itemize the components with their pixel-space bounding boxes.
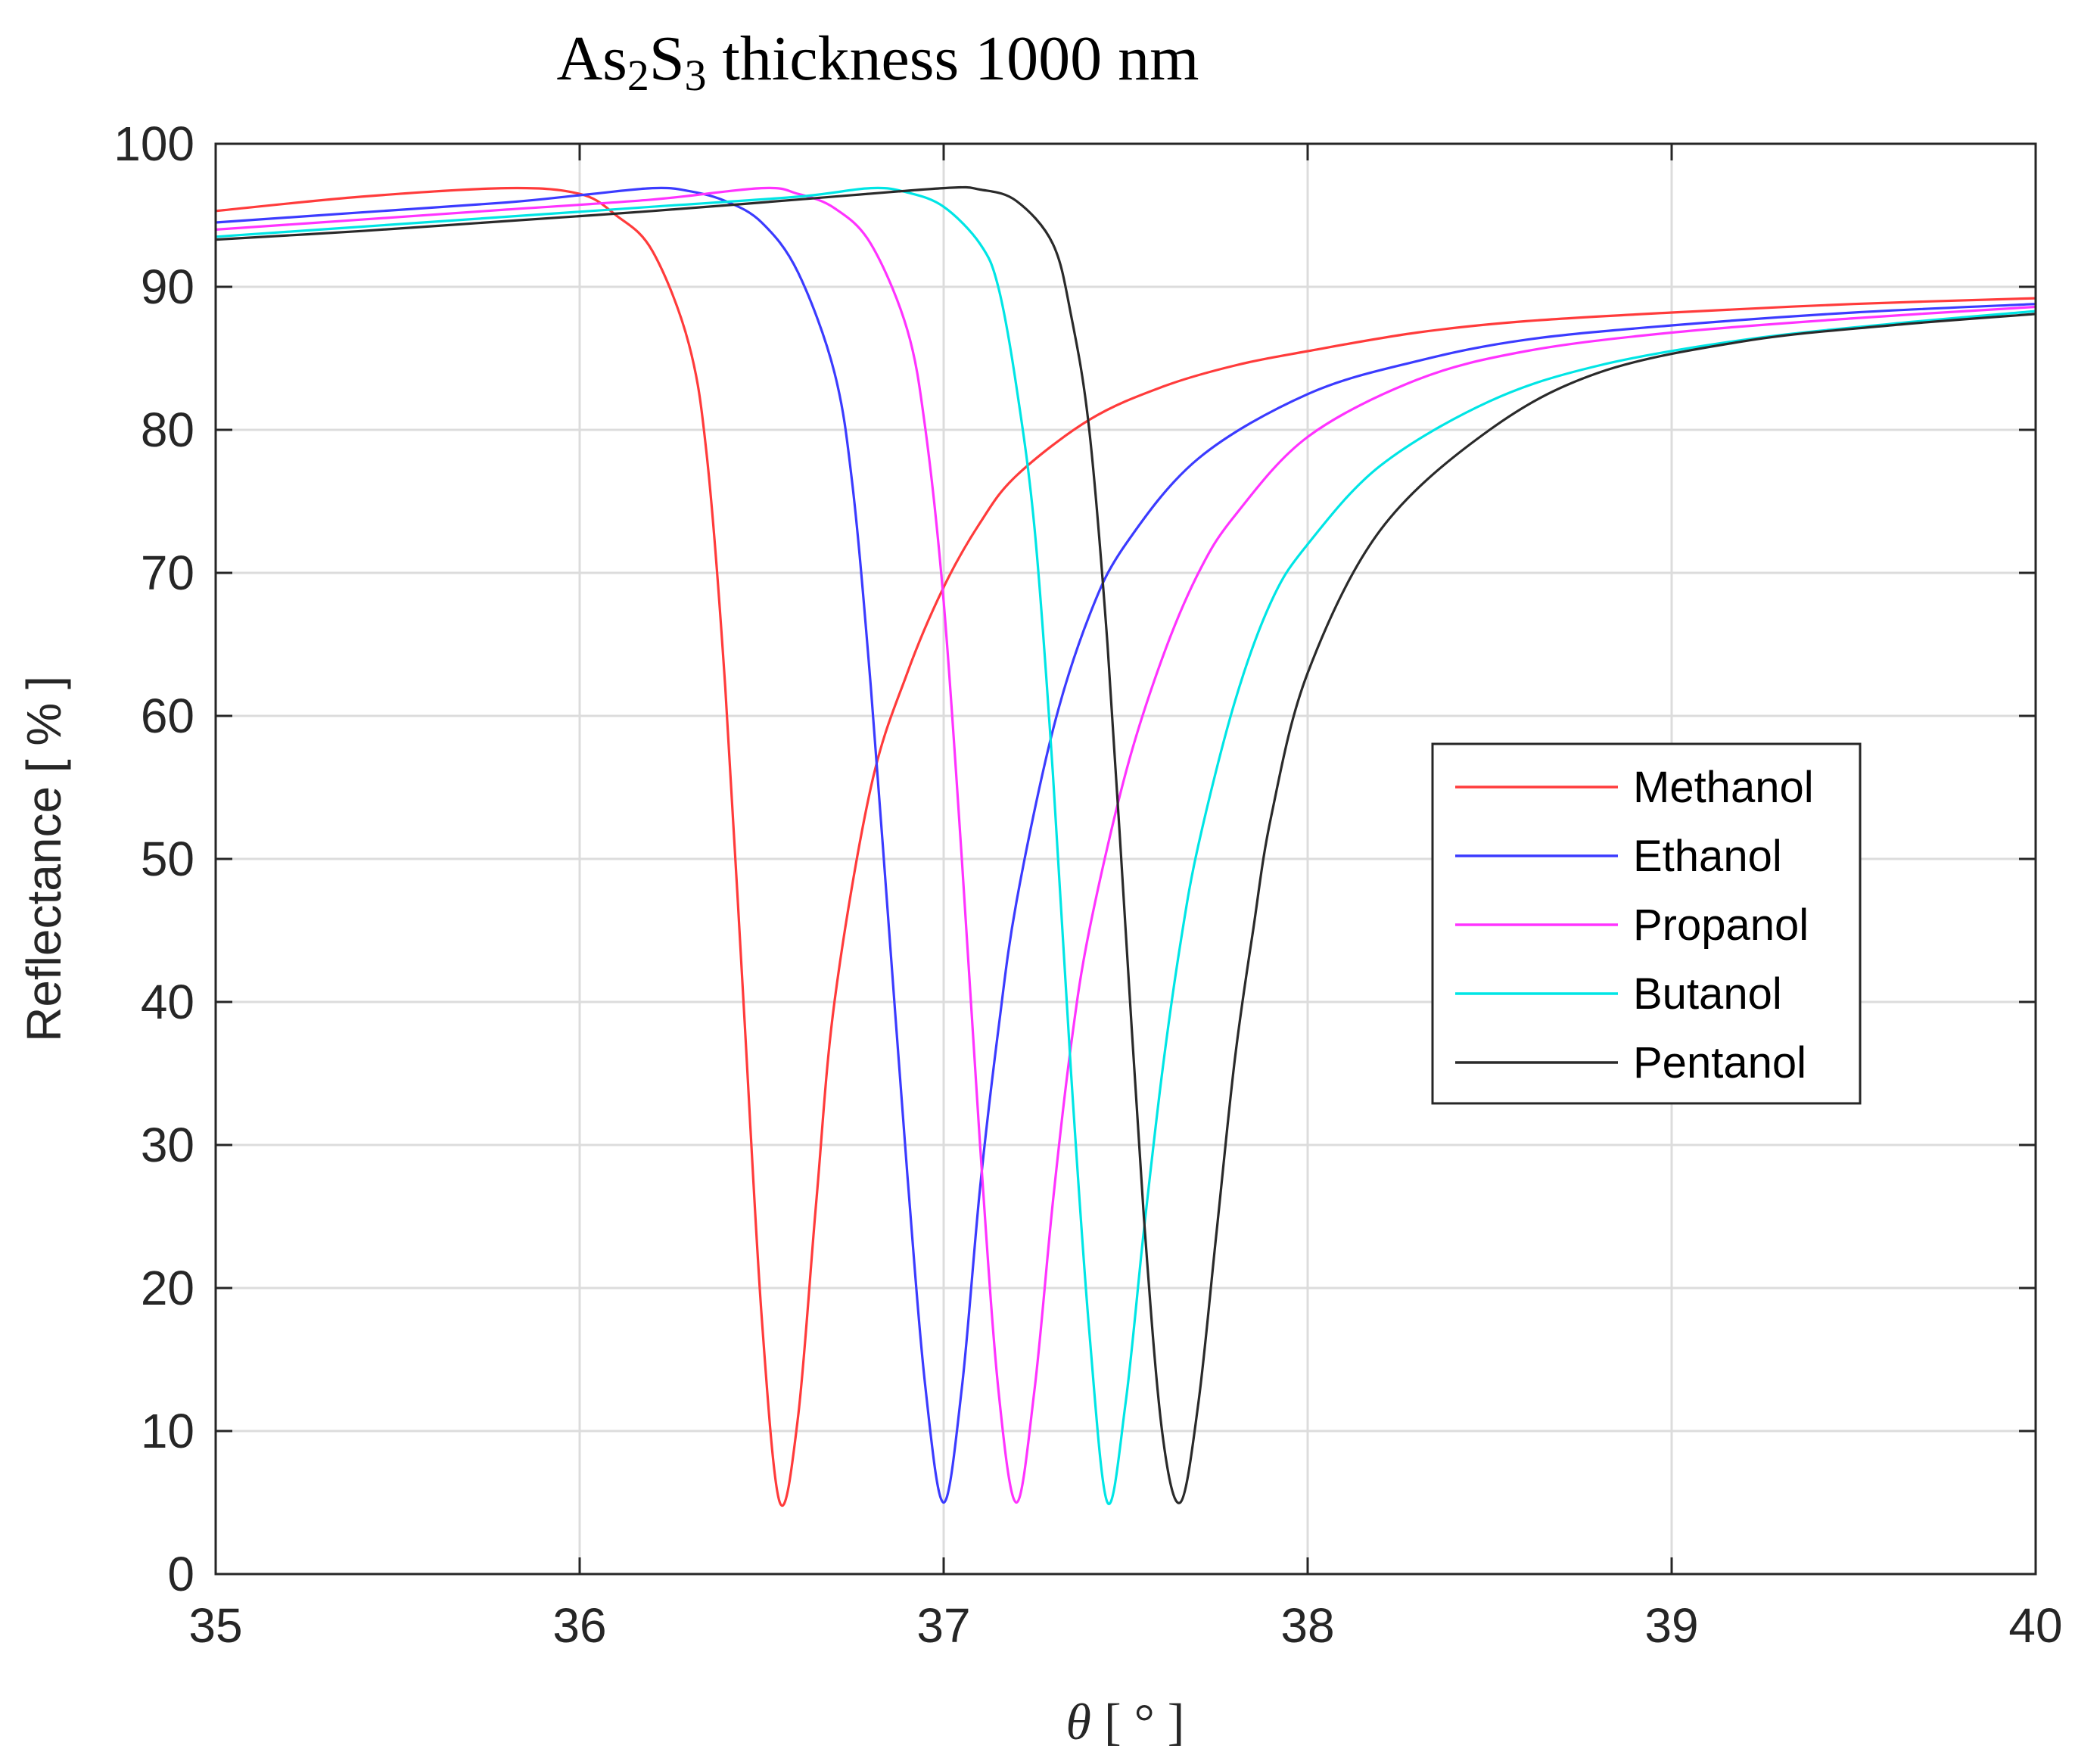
legend-label-propanol: Propanol [1633, 901, 1809, 950]
y-tick-label-100: 100 [114, 117, 194, 171]
legend-label-methanol: Methanol [1633, 763, 1814, 812]
series-line-methanol [216, 186, 2036, 1507]
y-tick-label-0: 0 [167, 1547, 194, 1601]
x-tick-label-39: 39 [1644, 1598, 1698, 1653]
legend-label-butanol: Butanol [1633, 969, 1782, 1019]
y-tick-label-20: 20 [141, 1261, 194, 1315]
x-tick-label-36: 36 [552, 1598, 606, 1653]
series-line-ethanol [216, 186, 2036, 1504]
y-tick-label-80: 80 [141, 403, 194, 457]
x-axis-symbol: θ [1066, 1693, 1091, 1750]
series-line-butanol [216, 186, 2036, 1505]
legend-label-ethanol: Ethanol [1633, 832, 1782, 881]
title-sub2: 3 [685, 51, 707, 100]
x-axis-unit: [ ° ] [1091, 1693, 1184, 1750]
y-tick-label-90: 90 [141, 260, 194, 314]
series-line-propanol [216, 186, 2036, 1504]
tick-marks [214, 142, 2037, 1576]
y-tick-label-30: 30 [141, 1118, 194, 1172]
x-axis-label: θ [ ° ] [1066, 1693, 1185, 1750]
legend: Methanol Ethanol Propanol Butanol Pentanol [1431, 742, 1862, 1105]
x-tick-label-37: 37 [916, 1598, 970, 1653]
title-suffix: thickness 1000 nm [707, 23, 1199, 94]
title-sub1: 2 [627, 51, 649, 100]
title-mid: S [649, 23, 685, 94]
y-tick-label-10: 10 [141, 1404, 194, 1458]
title-prefix: As [556, 23, 627, 94]
x-tick-label-38: 38 [1280, 1598, 1334, 1653]
grid-lines [216, 144, 2036, 1574]
y-tick-labels: 0 10 20 30 40 50 60 70 80 90 100 [114, 117, 194, 1601]
legend-label-pentanol: Pentanol [1633, 1038, 1806, 1087]
y-axis-label: Reflectance [ % ] [17, 676, 71, 1042]
x-tick-label-35: 35 [188, 1598, 242, 1653]
x-tick-labels: 35 36 37 38 39 40 [188, 1598, 2062, 1653]
series-line-pentanol [216, 185, 2036, 1504]
series-lines [216, 185, 2036, 1507]
y-tick-label-60: 60 [141, 689, 194, 743]
y-tick-label-40: 40 [141, 975, 194, 1029]
y-tick-label-70: 70 [141, 546, 194, 600]
y-tick-label-50: 50 [141, 832, 194, 886]
x-tick-label-40: 40 [2008, 1598, 2062, 1653]
chart-title: As2S3 thickness 1000 nm [556, 23, 1199, 100]
